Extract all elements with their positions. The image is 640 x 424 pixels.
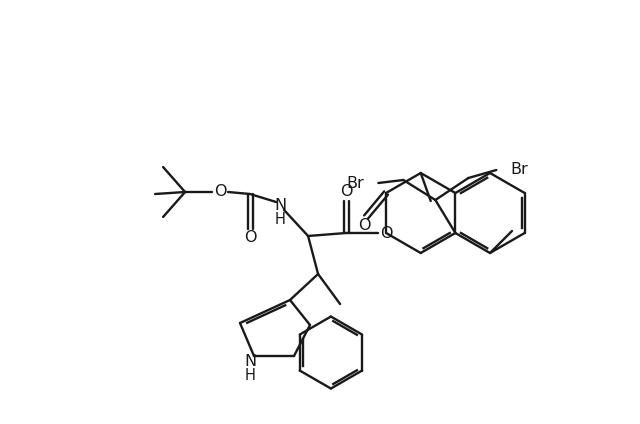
Text: Br: Br (510, 162, 528, 178)
Text: H: H (244, 368, 255, 382)
Text: N: N (244, 354, 256, 369)
Text: O: O (340, 184, 353, 200)
Text: H: H (275, 212, 285, 226)
Text: Br: Br (347, 176, 364, 190)
Text: O: O (358, 218, 371, 234)
Text: O: O (380, 226, 392, 240)
Text: N: N (274, 198, 286, 214)
Text: O: O (244, 231, 257, 245)
Text: O: O (214, 184, 227, 200)
